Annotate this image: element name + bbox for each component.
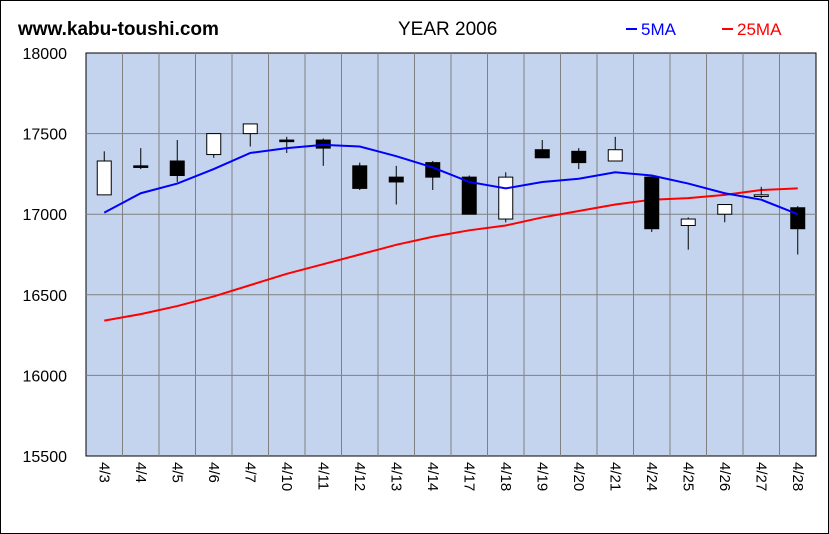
y-tick-label: 15500 — [23, 449, 68, 466]
candle-body-up — [717, 204, 733, 215]
candle — [571, 148, 587, 170]
candle-body-up — [607, 149, 623, 162]
candle — [717, 204, 733, 223]
candle-body-down — [461, 176, 477, 215]
ma5-line — [103, 143, 799, 216]
ma25-series — [104, 187, 798, 322]
x-tick-label: 4/7 — [241, 462, 258, 483]
x-tick-label: 4/4 — [132, 462, 149, 483]
candles — [96, 123, 806, 255]
legend: 5MA 25MA — [626, 20, 782, 39]
x-tick-label: 4/10 — [278, 462, 295, 491]
candle-body-up — [206, 133, 222, 156]
candle-body-up — [96, 160, 112, 196]
x-tick-label: 4/21 — [606, 462, 623, 491]
x-tick-label: 4/3 — [95, 462, 112, 483]
candle-body-down — [169, 160, 185, 177]
x-tick-label: 4/14 — [424, 462, 441, 491]
candle — [352, 162, 368, 191]
x-tick-label: 4/5 — [168, 462, 185, 483]
candle-body-up — [242, 123, 258, 135]
candle-body-down — [571, 150, 587, 164]
candle — [206, 133, 222, 158]
candle-body-down — [352, 165, 368, 189]
candle — [753, 186, 769, 199]
candle-body-up — [498, 176, 514, 220]
candle — [680, 217, 696, 250]
candle — [388, 165, 404, 205]
candle-body-down — [279, 139, 295, 143]
candle-body-down — [388, 176, 404, 183]
candle — [242, 123, 258, 147]
grid — [86, 53, 816, 456]
candle — [498, 172, 514, 223]
site-name: www.kabu-toushi.com — [17, 19, 219, 40]
x-tick-label: 4/18 — [497, 462, 514, 491]
candle-body-up — [753, 194, 769, 197]
x-tick-label: 4/6 — [205, 462, 222, 483]
candle-body-down — [133, 165, 149, 168]
x-tick-label: 4/27 — [752, 462, 769, 491]
candle — [644, 176, 660, 232]
ma5-series — [103, 143, 799, 216]
candle — [133, 148, 149, 170]
candle — [96, 151, 112, 196]
legend-25ma-label: 25MA — [737, 20, 782, 39]
y-tick-label: 16000 — [23, 368, 68, 385]
y-tick-label: 17000 — [23, 207, 68, 224]
x-tick-label: 4/11 — [314, 462, 331, 490]
x-tick-label: 4/26 — [716, 462, 733, 491]
y-tick-label: 17500 — [23, 127, 68, 144]
x-tick-label: 4/17 — [460, 462, 477, 491]
y-axis-ticks: 18000 17500 17000 16500 16000 15500 — [23, 46, 68, 466]
ma25-line — [104, 187, 798, 322]
x-tick-label: 4/28 — [789, 462, 806, 491]
candle — [607, 136, 623, 162]
candle — [169, 140, 185, 182]
y-tick-label: 16500 — [23, 288, 68, 305]
x-tick-label: 4/12 — [351, 462, 368, 491]
chart-title: YEAR 2006 — [398, 19, 497, 40]
legend-5ma-label: 5MA — [641, 20, 677, 39]
x-tick-label: 4/25 — [679, 462, 696, 491]
x-tick-label: 4/19 — [533, 462, 550, 491]
candle-body-down — [534, 149, 550, 159]
candle — [534, 140, 550, 159]
x-tick-label: 4/20 — [570, 462, 587, 491]
y-tick-label: 18000 — [23, 46, 68, 63]
candle — [279, 136, 295, 153]
x-axis-ticks: 4/3 4/4 4/5 4/6 4/7 4/10 4/11 4/12 4/13 4/14 4/17 4… — [95, 462, 806, 491]
x-tick-label: 4/24 — [643, 462, 660, 491]
candle-body-down — [644, 176, 660, 230]
candle-body-down — [790, 207, 806, 230]
candle-body-up — [680, 218, 696, 226]
x-tick-label: 4/13 — [387, 462, 404, 491]
